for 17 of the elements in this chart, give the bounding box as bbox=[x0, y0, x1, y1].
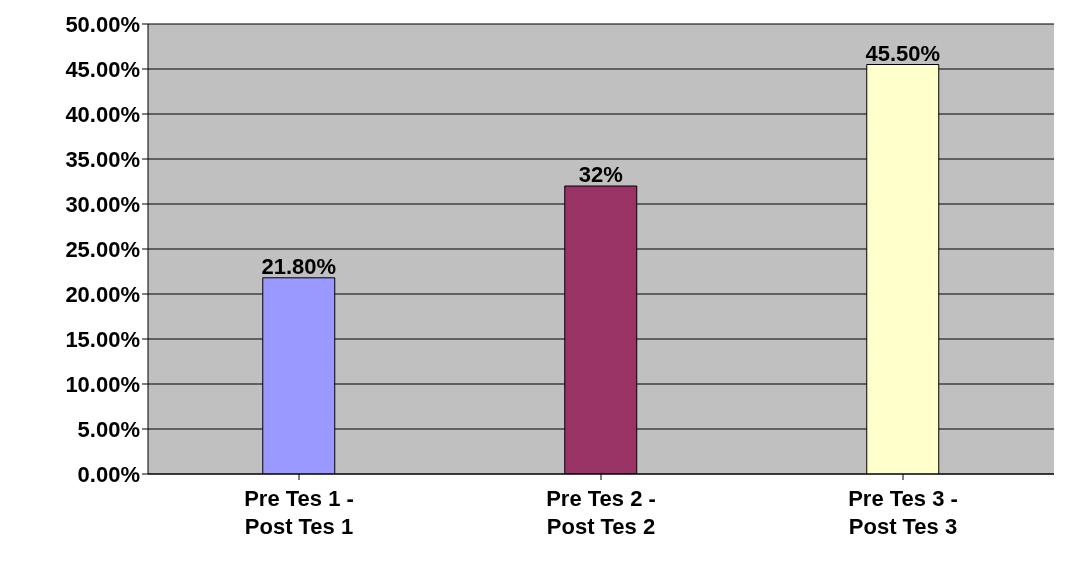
y-tick-label: 5.00% bbox=[77, 416, 140, 442]
y-tick-label: 25.00% bbox=[65, 236, 140, 262]
y-tick-label: 30.00% bbox=[65, 191, 140, 217]
y-tick-label: 40.00% bbox=[65, 101, 140, 127]
data-label: 45.50% bbox=[865, 40, 941, 66]
y-tick-label: 10.00% bbox=[65, 371, 140, 397]
y-tick-label: 20.00% bbox=[65, 281, 140, 307]
y-tick-label: 45.00% bbox=[65, 56, 140, 82]
x-tick-label: Pre Tes 3 - Post Tes 3 bbox=[848, 486, 958, 539]
y-tick-label: 15.00% bbox=[65, 326, 140, 352]
x-tick-label: Pre Tes 1 - Post Tes 1 bbox=[244, 486, 354, 539]
y-tick-label: 50.00% bbox=[65, 11, 140, 37]
y-tick-label: 0.00% bbox=[77, 461, 140, 487]
x-tick-label: Pre Tes 2 - Post Tes 2 bbox=[546, 486, 656, 539]
y-tick-label: 35.00% bbox=[65, 146, 140, 172]
data-label: 32% bbox=[578, 162, 623, 187]
data-label: 21.80% bbox=[261, 253, 337, 279]
